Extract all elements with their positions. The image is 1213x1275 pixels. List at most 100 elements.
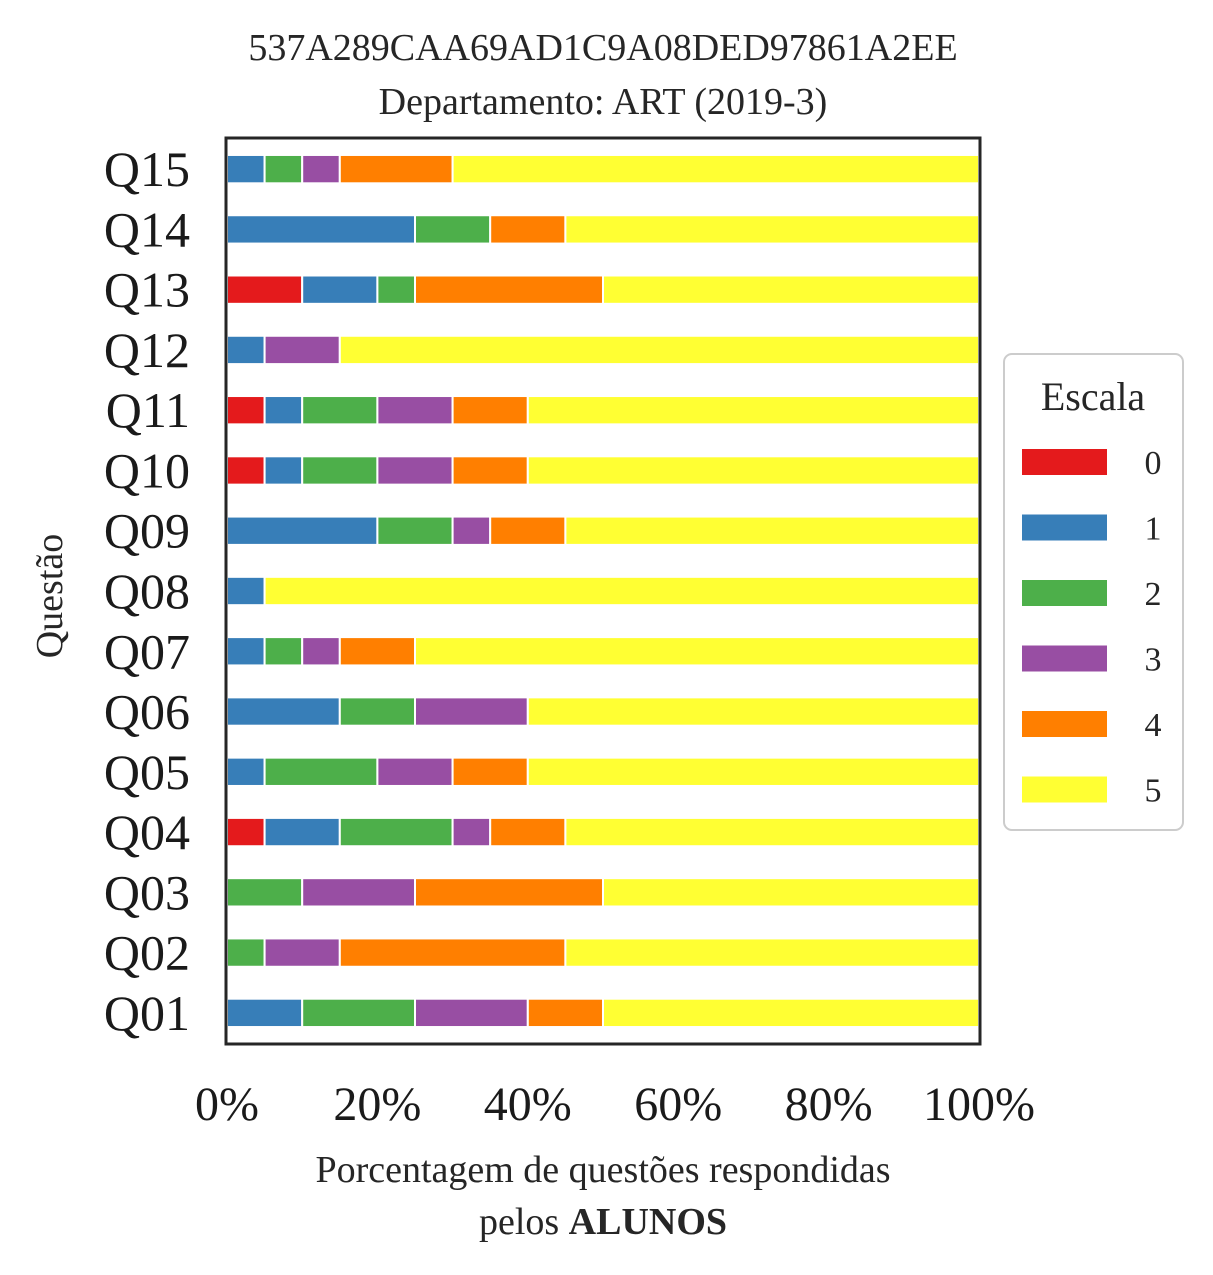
x-axis-label-prefix: pelos [479, 1201, 569, 1243]
bar-segment-q04-scale-5 [564, 816, 981, 848]
y-tick-q11: Q11 [106, 382, 190, 438]
bar-segment-q04-scale-3 [451, 816, 492, 848]
y-tick-q12: Q12 [104, 322, 190, 378]
bar-segment-q12-scale-1 [226, 334, 266, 366]
bar-segment-q14-scale-1 [226, 214, 416, 245]
y-tick-q09: Q09 [104, 503, 190, 559]
bar-segment-q04-scale-1 [263, 816, 341, 848]
x-tick-2: 40% [484, 1078, 572, 1131]
bar-segment-q13-scale-4 [414, 274, 604, 305]
bar-segment-q13-scale-2 [376, 274, 416, 305]
legend-swatch-0 [1022, 449, 1107, 475]
bar-segment-q03-scale-3 [301, 877, 417, 908]
bar-segment-q10-scale-1 [263, 455, 304, 486]
x-tick-4: 80% [785, 1078, 873, 1131]
bar-segment-q10-scale-5 [526, 455, 980, 486]
x-tick-5: 100% [923, 1078, 1035, 1131]
legend-items: 0 1 2 3 4 5 [1022, 445, 1162, 810]
x-tick-0: 0% [195, 1078, 259, 1131]
legend-swatch-2 [1022, 580, 1107, 606]
bar-segment-q12-scale-5 [338, 334, 980, 366]
legend: Escala 0 1 2 3 4 5 [1003, 353, 1184, 831]
bar-segment-q07-scale-3 [301, 636, 341, 667]
bar-segment-q05-scale-4 [451, 756, 529, 787]
bar-segment-q01-scale-4 [526, 997, 604, 1029]
bar-segment-q11-scale-1 [263, 395, 304, 426]
y-tick-q06: Q06 [104, 684, 190, 740]
y-tick-q05: Q05 [104, 744, 190, 800]
y-axis-label: Questão [29, 534, 71, 659]
bar-segment-q15-scale-3 [301, 153, 341, 185]
bar-segment-q10-scale-4 [451, 455, 529, 486]
y-tick-q08: Q08 [104, 563, 190, 619]
bar-segment-q03-scale-4 [414, 877, 604, 908]
bar-segment-q08-scale-5 [263, 575, 981, 607]
bar-segment-q04-scale-2 [338, 816, 454, 848]
bar-segment-q01-scale-1 [226, 997, 304, 1029]
y-tick-q10: Q10 [104, 442, 190, 498]
bar-segment-q10-scale-0 [226, 455, 266, 486]
y-tick-q02: Q02 [104, 925, 190, 981]
bar-segment-q02-scale-2 [226, 937, 266, 968]
bar-segment-q13-scale-0 [226, 274, 304, 305]
y-tick-labels: Q01Q02Q03Q04Q05Q06Q07Q08Q09Q10Q11Q12Q13Q… [104, 141, 190, 1041]
bar-segment-q07-scale-4 [338, 636, 416, 667]
y-tick-q14: Q14 [104, 201, 190, 257]
bar-segment-q07-scale-5 [414, 636, 980, 667]
legend-label-0: 0 [1145, 445, 1162, 482]
bar-segment-q11-scale-5 [526, 395, 980, 426]
bar-segment-q12-scale-3 [263, 334, 341, 366]
bar-segment-q04-scale-4 [489, 816, 567, 848]
x-tick-1: 20% [333, 1078, 421, 1131]
legend-label-1: 1 [1145, 511, 1162, 548]
y-tick-q13: Q13 [104, 262, 190, 318]
bars-group [226, 153, 981, 1029]
y-tick-q01: Q01 [104, 985, 190, 1041]
bar-segment-q13-scale-5 [602, 274, 980, 305]
bar-segment-q03-scale-2 [226, 877, 304, 908]
y-tick-q04: Q04 [104, 804, 190, 860]
bar-segment-q14-scale-4 [489, 214, 567, 245]
legend-swatch-1 [1022, 514, 1107, 541]
plot-frame [224, 136, 982, 1046]
bar-segment-q07-scale-2 [263, 636, 304, 667]
legend-swatch-4 [1022, 711, 1107, 737]
bar-segment-q15-scale-1 [226, 153, 266, 185]
bar-segment-q14-scale-2 [414, 214, 492, 245]
legend-swatch-3 [1022, 645, 1107, 672]
x-tick-3: 60% [634, 1078, 722, 1131]
bar-segment-q15-scale-2 [263, 153, 304, 185]
x-axis-label-line1: Porcentagem de questões respondidas [315, 1149, 890, 1191]
bar-segment-q10-scale-3 [376, 455, 454, 486]
bar-segment-q05-scale-3 [376, 756, 454, 787]
x-axis-label-line2: pelos ALUNOS [479, 1201, 727, 1243]
legend-label-4: 4 [1145, 707, 1162, 744]
bar-segment-q05-scale-5 [526, 756, 980, 787]
bar-segment-q06-scale-2 [338, 696, 416, 727]
legend-title: Escala [1041, 374, 1146, 419]
bar-segment-q03-scale-5 [602, 877, 980, 908]
bar-segment-q02-scale-5 [564, 937, 981, 968]
bar-segment-q11-scale-0 [226, 395, 266, 426]
bar-segment-q05-scale-2 [263, 756, 379, 787]
bar-segment-q09-scale-5 [564, 515, 981, 546]
bar-segment-q13-scale-1 [301, 274, 379, 305]
x-axis-label-bold: ALUNOS [569, 1201, 727, 1243]
bar-segment-q09-scale-3 [451, 515, 492, 546]
bar-segment-q05-scale-1 [226, 756, 266, 787]
legend-swatch-5 [1022, 776, 1107, 803]
bar-segment-q02-scale-4 [338, 937, 567, 968]
bar-segment-q10-scale-2 [301, 455, 379, 486]
y-tick-q15: Q15 [104, 141, 190, 197]
bar-segment-q07-scale-1 [226, 636, 266, 667]
bar-segment-q01-scale-2 [301, 997, 417, 1029]
bar-segment-q15-scale-4 [338, 153, 454, 185]
bar-segment-q04-scale-0 [226, 816, 266, 848]
bar-segment-q09-scale-2 [376, 515, 454, 546]
bar-segment-q15-scale-5 [451, 153, 981, 185]
bar-segment-q01-scale-3 [414, 997, 529, 1029]
bar-segment-q11-scale-3 [376, 395, 454, 426]
bar-segment-q06-scale-1 [226, 696, 341, 727]
bar-segment-q01-scale-5 [602, 997, 980, 1029]
